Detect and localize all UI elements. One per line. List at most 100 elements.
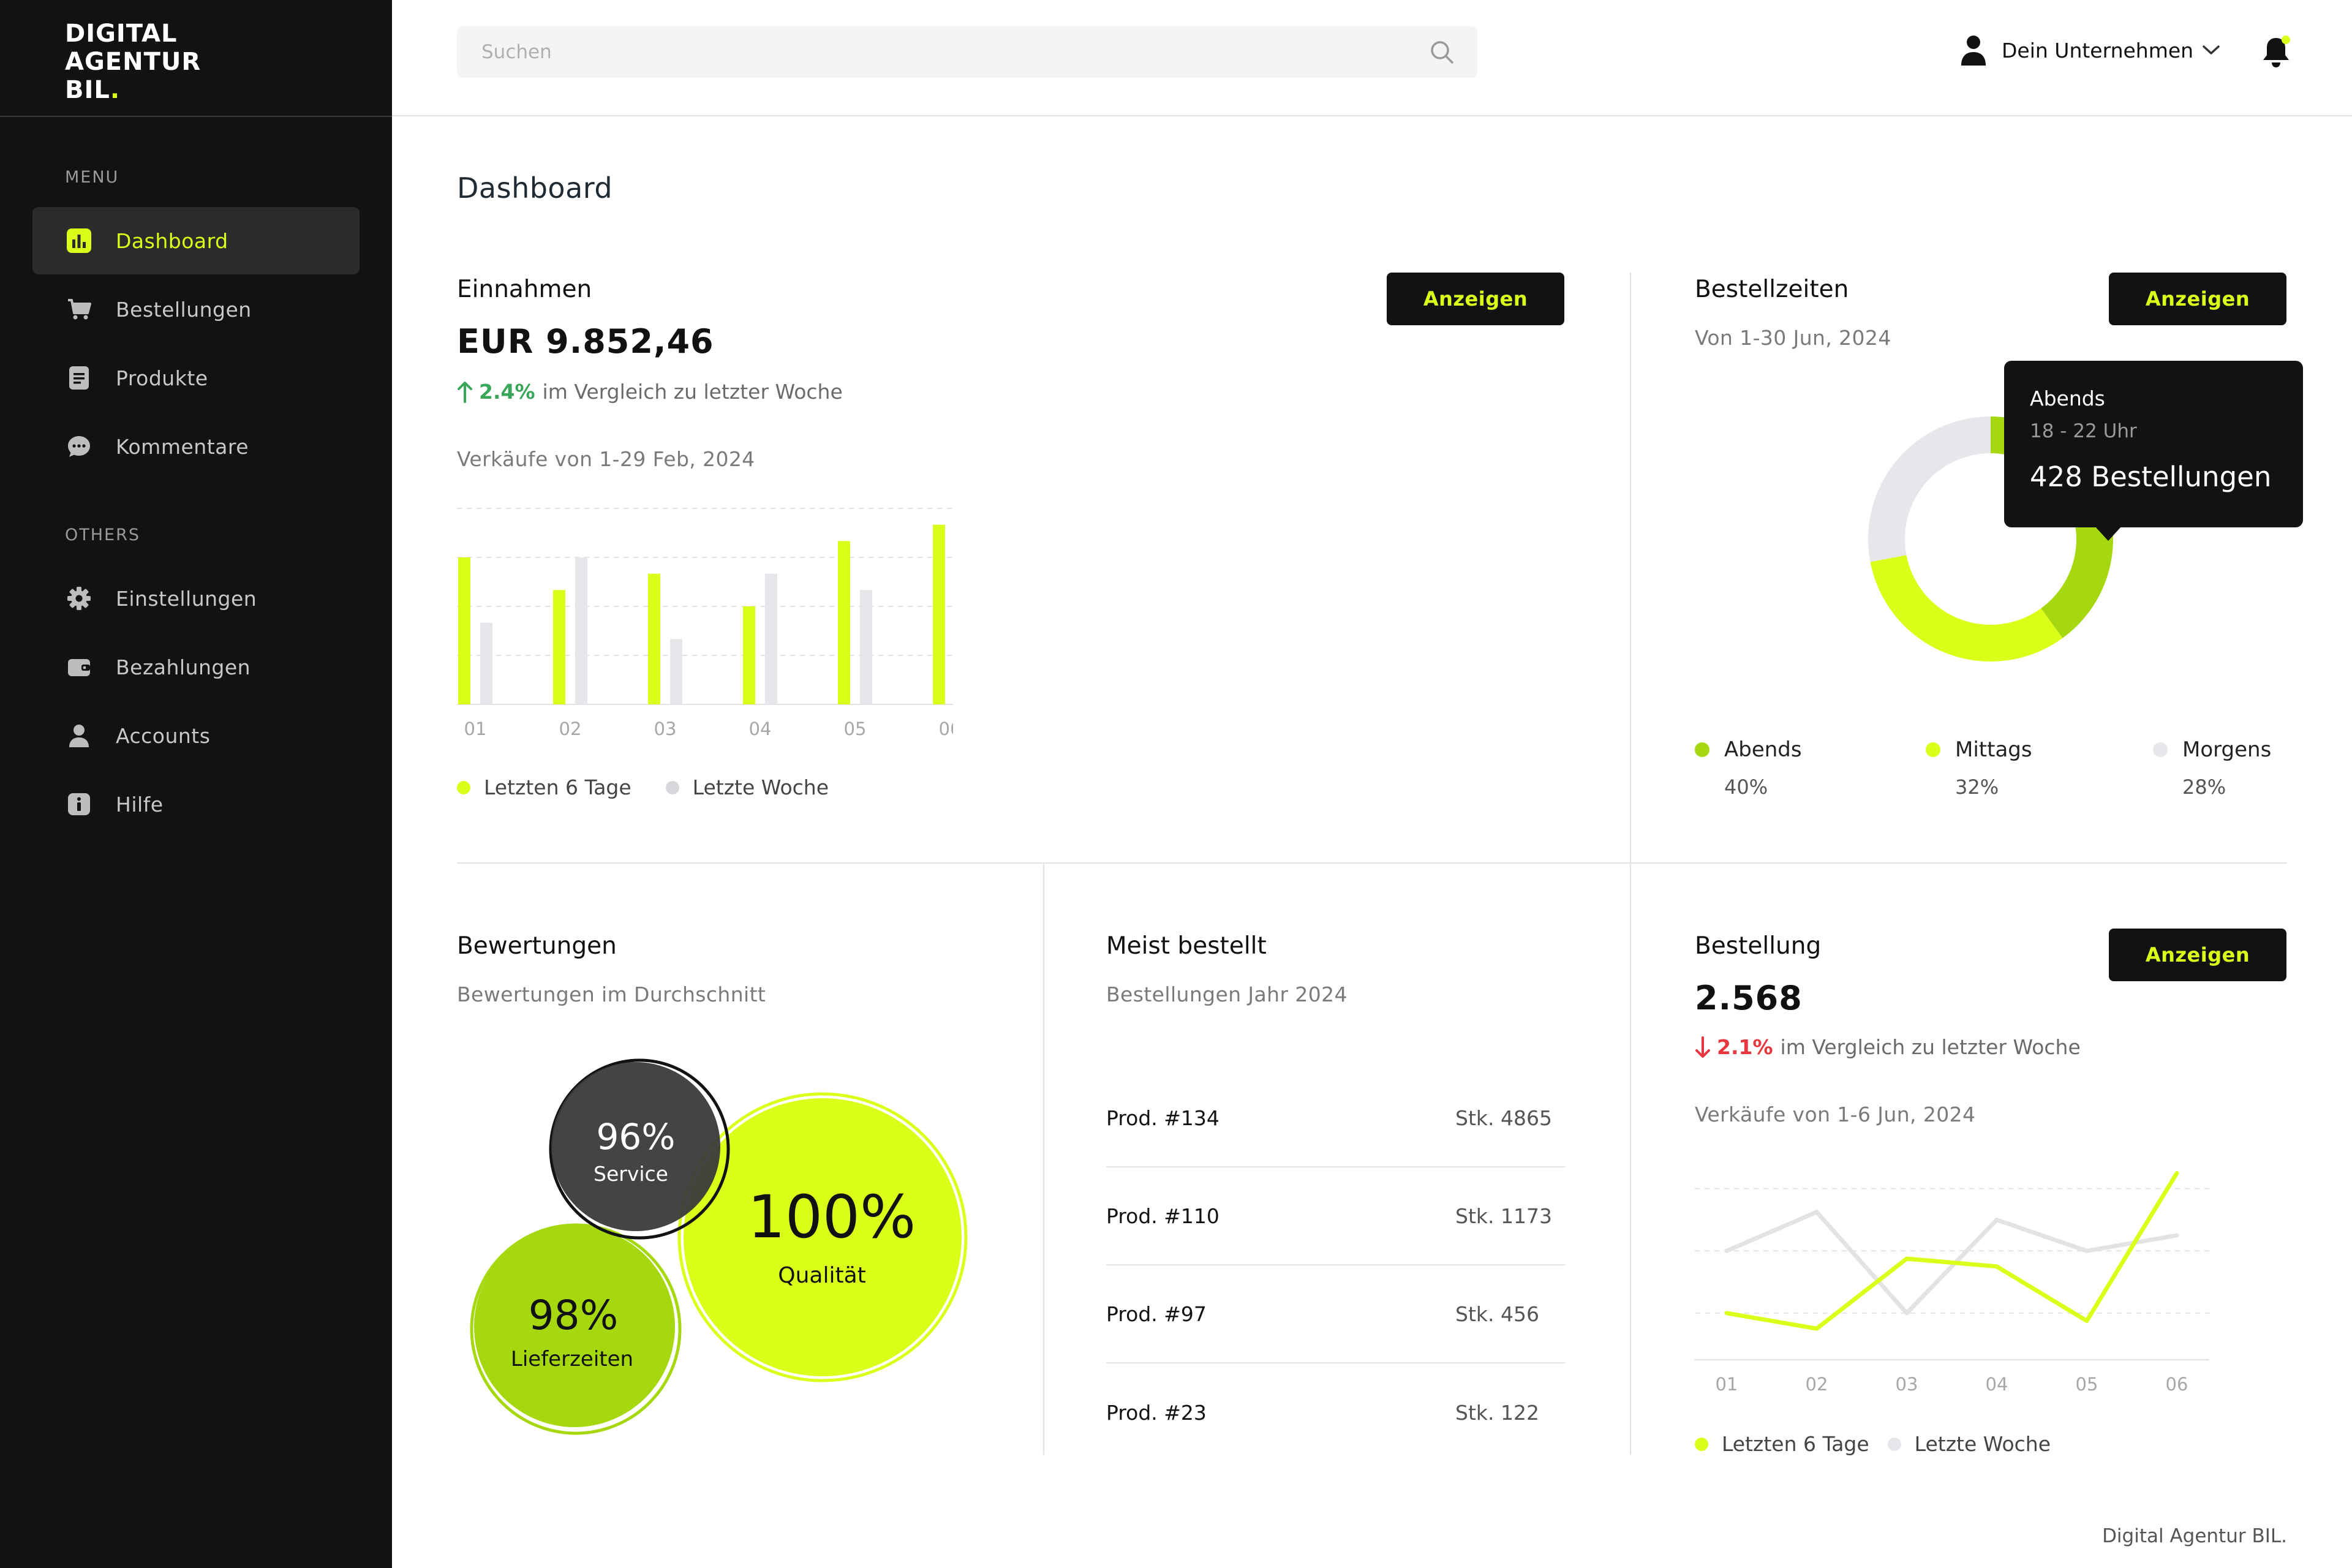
- bar-previous: [575, 557, 587, 704]
- list-item[interactable]: Prod. #23 Stk. 122: [1106, 1363, 1566, 1461]
- x-tick-label: 04: [749, 718, 772, 739]
- meist-bestellt-subtitle: Bestellungen Jahr 2024: [1106, 982, 1348, 1006]
- line-series-current: [1724, 1170, 2179, 1331]
- bewertungen-subtitle: Bewertungen im Durchschnitt: [457, 982, 766, 1006]
- quality-ring: [677, 1092, 968, 1382]
- product-name: Prod. #110: [1106, 1204, 1219, 1228]
- x-tick-label: 03: [654, 718, 677, 739]
- divider-horizontal: [457, 862, 2287, 864]
- sidebar-item-label: Bezahlungen: [116, 655, 251, 679]
- bestellung-title: Bestellung: [1695, 932, 1822, 960]
- bestellzeiten-show-button[interactable]: Anzeigen: [2109, 273, 2286, 325]
- sidebar-item-label: Kommentare: [116, 434, 249, 459]
- brand-line-2: AGENTUR: [65, 48, 202, 76]
- list-item[interactable]: Prod. #134 Stk. 4865: [1106, 1069, 1566, 1167]
- einnahmen-value: EUR 9.852,46: [457, 322, 714, 361]
- sidebar-item-accounts[interactable]: Accounts: [32, 702, 360, 769]
- legend-dot-current: [457, 780, 470, 794]
- quality-label: Qualität: [778, 1263, 866, 1288]
- service-bubble: [551, 1062, 720, 1231]
- bar-current: [458, 557, 470, 704]
- quality-pct: 100%: [748, 1183, 916, 1251]
- bar-chart-icon: [67, 228, 91, 253]
- tooltip-time: 18 - 22 Uhr: [2030, 420, 2137, 442]
- bestellung-delta-pct: 2.1%: [1717, 1035, 1773, 1059]
- sidebar-item-kommentare[interactable]: Kommentare: [32, 413, 360, 480]
- x-tick-label: 02: [559, 718, 582, 739]
- bar-previous: [670, 639, 682, 704]
- tooltip-arrow: [2095, 526, 2122, 541]
- quality-bubble: [684, 1098, 962, 1376]
- legend-pct: 28%: [2182, 775, 2226, 799]
- sidebar-item-label: Accounts: [116, 723, 211, 748]
- einnahmen-delta-pct: 2.4%: [479, 380, 535, 404]
- product-name: Prod. #134: [1106, 1106, 1219, 1130]
- sidebar-divider: [0, 116, 392, 117]
- product-qty: Stk. 4865: [1455, 1106, 1552, 1130]
- sidebar-item-einstellungen[interactable]: Einstellungen: [32, 565, 360, 632]
- sidebar: DIGITAL AGENTUR BIL. MENU Dashboard Best…: [0, 0, 392, 1568]
- document-icon: [67, 366, 91, 390]
- legend-name: Morgens: [2182, 737, 2272, 762]
- brand-dot: .: [110, 76, 121, 104]
- legend-label-previous: Letzte Woche: [692, 775, 829, 799]
- einnahmen-bar-chart: 010203040506070809101112: [457, 508, 953, 739]
- donut-tooltip: Abends 18 - 22 Uhr 428 Bestellungen: [2004, 361, 2303, 541]
- user-icon: [1961, 36, 1986, 66]
- bestellung-legend: Letzten 6 Tage Letzte Woche: [1695, 1432, 2085, 1456]
- list-item[interactable]: Prod. #110 Stk. 1173: [1106, 1167, 1566, 1265]
- bestellung-value: 2.568: [1695, 979, 1803, 1017]
- search-icon[interactable]: [1428, 39, 1455, 66]
- sidebar-item-bestellungen[interactable]: Bestellungen: [32, 276, 360, 343]
- bar-previous: [860, 590, 872, 704]
- arrow-up-icon: [458, 381, 472, 403]
- top-bar: Dein Unternehmen: [392, 0, 2352, 116]
- bar-current: [743, 606, 755, 704]
- bar-current: [648, 573, 660, 704]
- list-item[interactable]: Prod. #97 Stk. 456: [1106, 1265, 1566, 1363]
- divider-vertical: [1630, 273, 1631, 864]
- chat-icon: [67, 434, 91, 459]
- bestellung-show-button[interactable]: Anzeigen: [2109, 929, 2286, 981]
- user-icon: [67, 723, 91, 748]
- legend-dot-previous: [1887, 1437, 1901, 1451]
- x-tick-label: 04: [1986, 1374, 2008, 1395]
- sidebar-item-produkte[interactable]: Produkte: [32, 344, 360, 412]
- legend-dot: [1695, 742, 1709, 757]
- sidebar-item-label: Bestellungen: [116, 297, 252, 322]
- page-title: Dashboard: [457, 172, 613, 205]
- legend-dot: [2153, 742, 2168, 757]
- company-selector[interactable]: Dein Unternehmen: [1960, 34, 2220, 66]
- einnahmen-delta: 2.4% im Vergleich zu letzter Woche: [457, 380, 843, 404]
- sidebar-item-label: Produkte: [116, 366, 208, 390]
- bestellzeiten-subtitle: Von 1-30 Jun, 2024: [1695, 326, 1891, 350]
- delivery-label: Lieferzeiten: [511, 1347, 633, 1371]
- einnahmen-show-button[interactable]: Anzeigen: [1387, 273, 1564, 325]
- bell-icon[interactable]: [2260, 34, 2292, 69]
- bestellung-delta: 2.1% im Vergleich zu letzter Woche: [1695, 1035, 2081, 1059]
- x-tick-label: 06: [2166, 1374, 2188, 1395]
- company-name: Dein Unternehmen: [2002, 38, 2194, 62]
- brand-line-3: BIL: [65, 76, 110, 104]
- x-tick-label: 05: [844, 718, 867, 739]
- brand-logo[interactable]: DIGITAL AGENTUR BIL.: [65, 20, 201, 104]
- divider-vertical: [1043, 864, 1044, 1455]
- x-tick-label: 05: [2076, 1374, 2098, 1395]
- search-input[interactable]: [457, 26, 1376, 78]
- legend-name: Abends: [1724, 737, 1802, 762]
- bestellzeiten-title: Bestellzeiten: [1695, 276, 1849, 303]
- tooltip-value: 428 Bestellungen: [2030, 461, 2272, 493]
- einnahmen-delta-text: im Vergleich zu letzter Woche: [542, 380, 843, 404]
- wallet-icon: [67, 655, 91, 679]
- service-ring: [549, 1058, 730, 1240]
- delivery-pct: 98%: [529, 1292, 619, 1339]
- bar-current: [838, 541, 850, 704]
- donut-legend-abends: Abends 40%: [1695, 737, 1802, 799]
- sidebar-item-dashboard[interactable]: Dashboard: [32, 207, 360, 274]
- sidebar-item-bezahlungen[interactable]: Bezahlungen: [32, 633, 360, 701]
- x-tick-label: 06: [939, 718, 953, 739]
- donut-slice-mittags: [1870, 555, 2063, 662]
- footer-text: Digital Agentur BIL.: [2102, 1525, 2287, 1547]
- x-tick-label: 02: [1806, 1374, 1828, 1395]
- sidebar-item-hilfe[interactable]: Hilfe: [32, 771, 360, 838]
